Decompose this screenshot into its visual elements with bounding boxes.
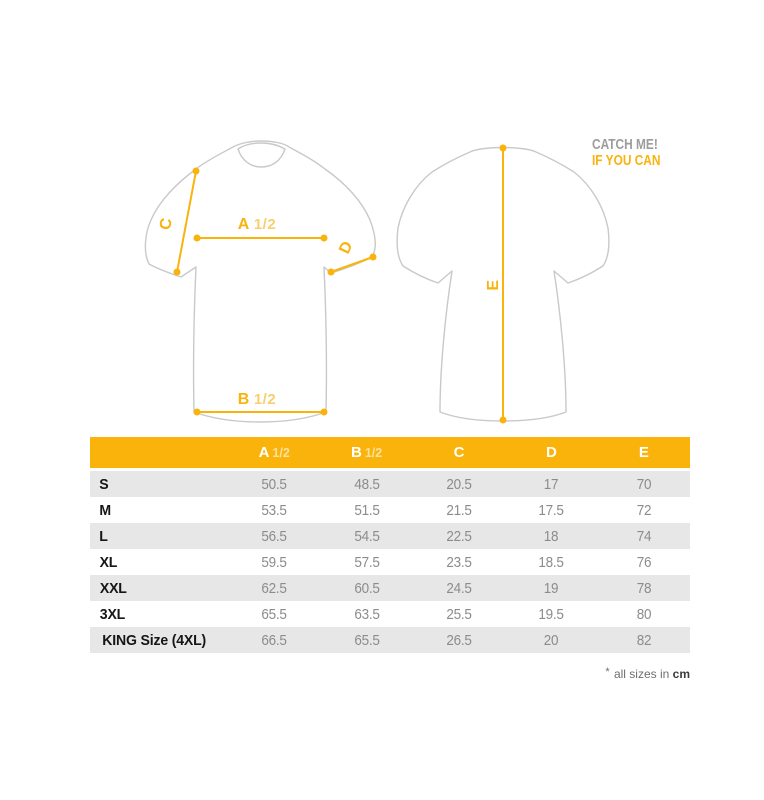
table-row-xxl: XXL 62.5 60.5 24.5 19 78: [90, 575, 690, 601]
tshirt-front-outline: [144, 140, 377, 423]
measurement-line-b: B 1/2: [193, 391, 328, 416]
header-a: A 1/2: [258, 444, 290, 461]
label-c: C: [157, 216, 176, 231]
units-footnote: * all sizes in cm: [90, 666, 690, 681]
footnote-unit: cm: [672, 667, 690, 681]
value-a: 53.5: [261, 501, 287, 519]
table-row-l: L 56.5 54.5 22.5 18 74: [90, 523, 690, 549]
value-d: 20: [544, 631, 559, 649]
size-label: XL: [99, 553, 118, 571]
measurement-line-a: A 1/2: [193, 216, 328, 242]
value-c: 26.5: [446, 631, 472, 649]
value-a: 50.5: [261, 475, 287, 493]
size-label: L: [99, 527, 108, 545]
size-table: A 1/2 B 1/2 C D E S 50.5 48.5 20.5 17 70 M…: [90, 437, 690, 653]
size-label: XXL: [99, 579, 127, 597]
value-a: 65.5: [261, 605, 287, 623]
value-a: 59.5: [261, 553, 287, 571]
size-label: S: [99, 475, 109, 493]
value-e: 74: [636, 527, 652, 545]
value-e: 76: [636, 553, 652, 571]
footnote-text: all sizes in: [610, 667, 673, 681]
value-b: 63.5: [354, 605, 380, 623]
value-e: 72: [636, 501, 652, 519]
measurement-line-c: C: [157, 167, 200, 276]
value-b: 48.5: [354, 475, 380, 493]
value-c: 24.5: [446, 579, 472, 597]
table-row-3xl: 3XL 65.5 63.5 25.5 19.5 80: [90, 601, 690, 627]
header-c: C: [453, 444, 465, 461]
table-row-king-4xl: KING Size (4XL) 66.5 65.5 26.5 20 82: [90, 627, 690, 653]
value-e: 70: [636, 475, 652, 493]
value-d: 18.5: [538, 553, 565, 571]
brand-line-1: CATCH ME!: [592, 137, 658, 153]
header-e: E: [638, 444, 649, 461]
value-b: 65.5: [354, 631, 380, 649]
value-a: 66.5: [261, 631, 287, 649]
header-b: B 1/2: [350, 444, 383, 461]
value-e: 80: [636, 605, 652, 623]
value-c: 21.5: [446, 501, 472, 519]
tshirt-front-collar: [237, 142, 286, 168]
label-a: A 1/2: [238, 216, 276, 233]
size-label: M: [99, 501, 111, 519]
value-d: 18: [544, 527, 559, 545]
value-c: 25.5: [446, 605, 472, 623]
value-e: 78: [636, 579, 652, 597]
table-header-row: A 1/2 B 1/2 C D E: [90, 437, 690, 468]
value-d: 17: [544, 475, 559, 493]
value-c: 23.5: [446, 553, 472, 571]
label-b: B 1/2: [238, 391, 276, 408]
size-label: 3XL: [99, 605, 126, 623]
footnote-asterisk: *: [605, 666, 610, 678]
table-row-s: S 50.5 48.5 20.5 17 70: [90, 471, 690, 497]
value-a: 56.5: [261, 527, 287, 545]
value-e: 82: [636, 631, 652, 649]
label-e: E: [485, 279, 502, 290]
size-label: KING Size (4XL): [102, 631, 207, 649]
value-c: 20.5: [446, 475, 472, 493]
value-b: 54.5: [354, 527, 380, 545]
brand-line-2: IF YOU CAN: [592, 153, 661, 169]
measurement-line-e: E: [485, 144, 507, 424]
value-d: 17.5: [538, 501, 565, 519]
table-row-m: M 53.5 51.5 21.5 17.5 72: [90, 497, 690, 523]
brand-mark: CATCH ME! IF YOU CAN: [592, 137, 660, 169]
value-c: 22.5: [446, 527, 472, 545]
value-d: 19.5: [538, 605, 565, 623]
value-b: 57.5: [354, 553, 380, 571]
value-b: 60.5: [354, 579, 380, 597]
value-b: 51.5: [354, 501, 380, 519]
table-row-xl: XL 59.5 57.5 23.5 18.5 76: [90, 549, 690, 575]
value-a: 62.5: [261, 579, 287, 597]
value-d: 19: [544, 579, 559, 597]
header-d: D: [546, 444, 557, 461]
